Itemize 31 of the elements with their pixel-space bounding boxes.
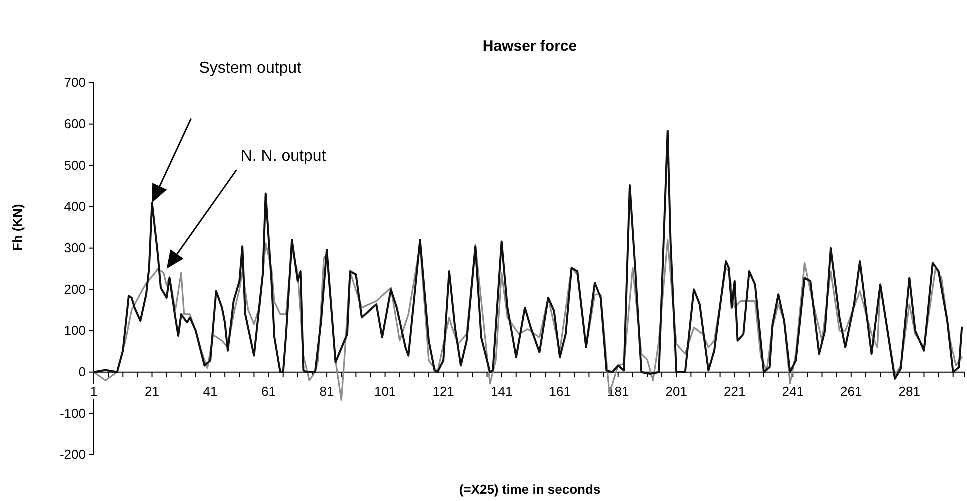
x-tick-label: 1: [90, 384, 98, 399]
x-tick-label: 141: [490, 384, 513, 399]
annotation: N. N. output: [240, 148, 327, 165]
x-tick-label: 241: [782, 384, 804, 399]
x-tick-label: 41: [203, 384, 218, 399]
y-tick-label: 0: [78, 364, 86, 380]
x-axis-title: (=X25) time in seconds: [459, 482, 601, 497]
y-tick-label: 500: [64, 158, 86, 173]
x-tick-label: 161: [549, 384, 571, 399]
y-tick-label: 100: [64, 323, 86, 338]
line-series: [93, 130, 964, 380]
y-axis-title: Fh (KN): [10, 204, 25, 252]
chart-title: Hawser force: [482, 38, 578, 55]
x-tick-label: 281: [898, 384, 921, 399]
x-tick-label: 221: [724, 384, 746, 399]
x-tick-label: 21: [145, 384, 160, 399]
y-tick-label: 700: [64, 75, 86, 90]
y-tick-label: -100: [60, 406, 86, 421]
x-tick-label: 261: [840, 384, 862, 399]
y-tick-label: 600: [64, 116, 86, 132]
y-tick-label: 400: [64, 199, 86, 214]
x-tick-label: 81: [320, 384, 334, 399]
text: System output: [199, 60, 302, 77]
line-series: [93, 239, 963, 402]
x-tick-label: 61: [262, 384, 276, 399]
y-tick-label: 200: [64, 282, 86, 297]
y-tick-label: -200: [60, 447, 86, 462]
x-tick-label: 101: [374, 384, 396, 399]
x-tick-label: 201: [666, 384, 688, 399]
x-tick-label: 121: [432, 384, 454, 399]
y-tick-label: 300: [64, 240, 86, 256]
